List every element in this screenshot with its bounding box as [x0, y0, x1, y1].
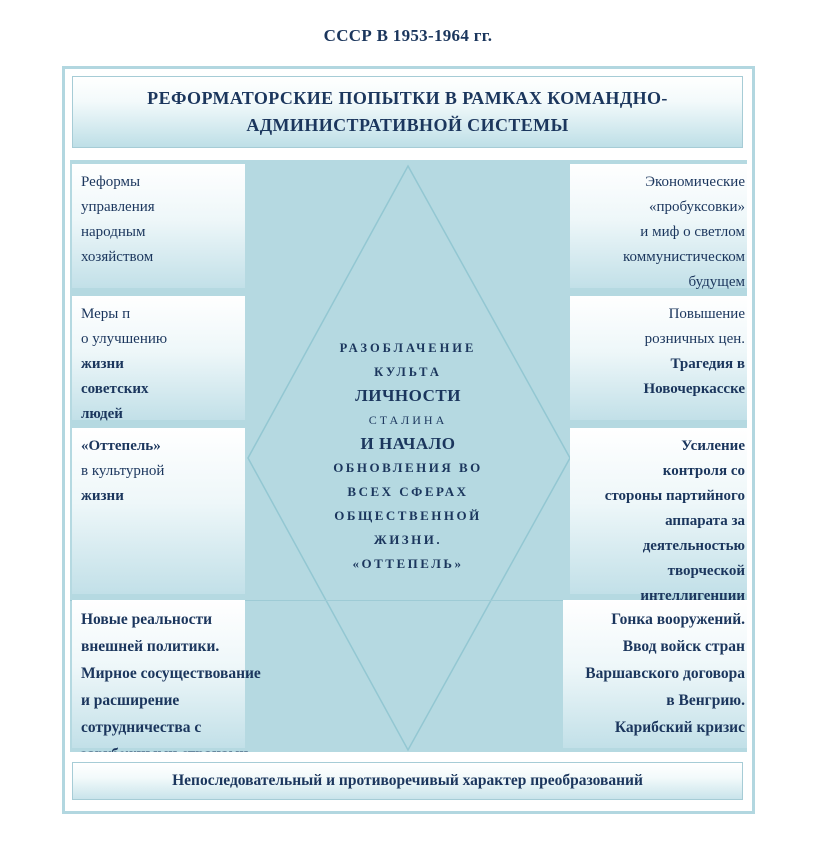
- diagram-frame: РЕФОРМАТОРСКИЕ ПОПЫТКИ В РАМКАХ КОМАНДНО…: [62, 66, 755, 814]
- box-line: зарубежными странами: [81, 741, 248, 752]
- box-line: в Венгрию.: [666, 692, 745, 709]
- box-line: Новые реальности: [81, 611, 213, 628]
- right-box-party-control: Усиление контроля со стороны партийного …: [570, 428, 747, 604]
- box-line: Реформы: [81, 174, 141, 190]
- box-line: Ввод войск стран: [622, 638, 745, 655]
- page-title: СССР В 1953-1964 гг.: [323, 26, 493, 45]
- diamond-line: ЛИЧНОСТИ: [355, 386, 461, 405]
- box-line: и расширение: [81, 692, 180, 709]
- diamond-line: ЖИЗНИ.: [373, 532, 443, 547]
- box-line: контроля со: [662, 463, 745, 479]
- diamond-line: РАЗОБЛАЧЕНИЕ: [339, 341, 477, 355]
- box-line: «Оттепель»: [81, 438, 161, 454]
- diamond-line: КУЛЬТА: [374, 365, 442, 379]
- left-box-foreign-policy: Новые реальности внешней политики. Мирно…: [72, 600, 261, 752]
- box-line: Варшавского договора: [585, 665, 745, 682]
- diamond-shape: [247, 164, 571, 752]
- box-line: людей: [81, 406, 123, 422]
- box-line: Усиление: [681, 438, 745, 454]
- left-box-cultural-thaw: «Оттепель» в культурной жизни: [72, 428, 245, 594]
- diamond-line: ОБЩЕСТВЕННОЙ: [334, 508, 482, 523]
- box-line: народным: [81, 224, 146, 240]
- box-line: жизни: [81, 356, 124, 372]
- box-line: и миф о светлом: [640, 224, 745, 240]
- box-line: Экономические: [645, 174, 745, 190]
- box-line: управления: [81, 199, 155, 215]
- diamond-line: И НАЧАЛО: [360, 434, 456, 453]
- box-line: Трагедия в: [670, 356, 745, 372]
- box-line: коммунистическом: [623, 249, 745, 265]
- diamond-line: «ОТТЕПЕЛЬ»: [352, 556, 464, 571]
- diamond-line: СТАЛИНА: [368, 413, 448, 427]
- right-box-economic-slippage: Экономические «пробуксовки» и миф о свет…: [570, 164, 747, 290]
- diamond-text: РАЗОБЛАЧЕНИЕ КУЛЬТА ЛИЧНОСТИ СТАЛИНА И Н…: [248, 336, 568, 576]
- box-line: Новочеркасске: [643, 381, 745, 397]
- box-line: аппарата за: [665, 513, 745, 529]
- box-line: сотрудничества с: [81, 719, 202, 736]
- box-line: о улучшению: [81, 331, 168, 347]
- box-line: деятельностью: [642, 538, 745, 554]
- box-line: Карибский кризис: [614, 719, 745, 736]
- left-box-living-standards: Меры п о улучшению жизни советских людей: [72, 296, 245, 422]
- box-line: жизни: [81, 488, 124, 504]
- diamond-line: ОБНОВЛЕНИЯ ВО: [333, 460, 483, 475]
- box-line: Мирное сосуществование: [81, 665, 261, 682]
- box-line: в культурной: [81, 463, 165, 479]
- box-line: «пробуксовки»: [648, 199, 745, 215]
- right-box-price-rise: Повышение розничных цен. Трагедия в Ново…: [570, 296, 747, 420]
- right-box-arms-race: Гонка вооружений. Ввод войск стран Варша…: [563, 600, 747, 748]
- box-line: внешней политики.: [81, 638, 220, 655]
- row-divider-line: [70, 600, 747, 601]
- header-text: РЕФОРМАТОРСКИЕ ПОПЫТКИ В РАМКАХ КОМАНДНО…: [147, 88, 668, 135]
- diamond-line: ВСЕХ СФЕРАХ: [347, 484, 469, 499]
- box-line: советских: [81, 381, 149, 397]
- box-line: Гонка вооружений.: [611, 611, 745, 628]
- box-line: розничных цен.: [644, 331, 745, 347]
- box-line: хозяйством: [81, 249, 154, 265]
- box-line: творческой: [667, 563, 745, 579]
- box-line: стороны партийного: [604, 488, 745, 504]
- box-line: Повышение: [668, 306, 745, 322]
- header-banner: РЕФОРМАТОРСКИЕ ПОПЫТКИ В РАМКАХ КОМАНДНО…: [72, 76, 743, 148]
- footer-banner: Непоследовательный и противоречивый хара…: [72, 762, 743, 800]
- box-line: будущем: [688, 274, 745, 290]
- diagram-panel: Реформы управления народным хозяйством М…: [70, 160, 747, 752]
- footer-text: Непоследовательный и противоречивый хара…: [172, 772, 643, 789]
- box-line: Меры п: [81, 306, 131, 322]
- left-box-economy-reforms: Реформы управления народным хозяйством: [72, 164, 245, 288]
